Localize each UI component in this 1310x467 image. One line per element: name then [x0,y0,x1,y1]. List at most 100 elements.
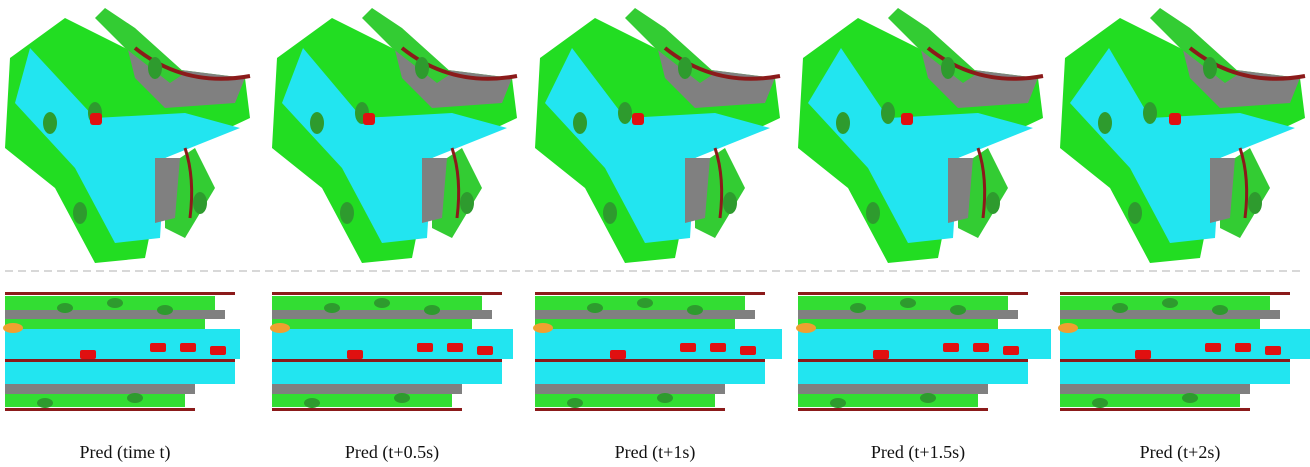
car [973,343,989,352]
vegetation [1203,57,1217,79]
gray-region [535,384,725,394]
vegetation [148,57,162,79]
green-region [798,394,978,407]
panels [3,8,1310,411]
curb [1060,292,1290,295]
green-region [1060,319,1260,329]
vegetation [73,202,87,224]
car [210,346,226,355]
vegetation [1162,298,1178,308]
green-region [272,319,472,329]
panel [796,8,1051,411]
vegetation [107,298,123,308]
gray-region [1060,310,1280,319]
car [680,343,696,352]
pedestrian [270,323,290,333]
vegetation [603,202,617,224]
vegetation [1248,192,1262,214]
gray-region [535,310,755,319]
gray-region [798,310,1018,319]
curb [798,292,1028,295]
car [901,113,913,125]
lane-divider [272,359,502,362]
road [535,362,765,384]
vegetation [1092,398,1108,408]
green-region [798,319,998,329]
car [1169,113,1181,125]
vegetation [193,192,207,214]
car [80,350,96,359]
vegetation [900,298,916,308]
road [272,329,513,359]
green-region [272,394,452,407]
pedestrian [1058,323,1078,333]
vegetation [836,112,850,134]
vegetation [866,202,880,224]
vegetation [573,112,587,134]
road [798,362,1028,384]
vegetation [587,303,603,313]
panel [3,8,250,411]
vegetation [881,102,895,124]
vegetation [374,298,390,308]
car [1235,343,1251,352]
vegetation [57,303,73,313]
caption: Pred (time t) [80,442,171,463]
panel [1058,8,1310,411]
pedestrian [3,323,23,333]
vegetation [37,398,53,408]
vegetation [950,305,966,315]
car [1135,350,1151,359]
car [1003,346,1019,355]
vegetation [637,298,653,308]
curb [5,408,195,411]
vegetation [43,112,57,134]
vegetation [920,393,936,403]
vegetation [723,192,737,214]
vegetation [127,393,143,403]
vegetation [850,303,866,313]
lane-divider [535,359,765,362]
lane-divider [5,359,235,362]
captions: Pred (time t)Pred (t+0.5s)Pred (t+1s)Pre… [80,442,1221,463]
car [943,343,959,352]
green-region [5,394,185,407]
curb [535,292,765,295]
vegetation [157,305,173,315]
vegetation [941,57,955,79]
vegetation [324,303,340,313]
vegetation [830,398,846,408]
vegetation [567,398,583,408]
vegetation [460,192,474,214]
car [417,343,433,352]
car [347,350,363,359]
car [873,350,889,359]
car [477,346,493,355]
car [90,113,102,125]
green-region [535,394,715,407]
curb [272,408,462,411]
lane-divider [1060,359,1290,362]
caption: Pred (t+2s) [1140,442,1221,463]
vegetation [1212,305,1228,315]
car [1265,346,1281,355]
car [1205,343,1221,352]
car [740,346,756,355]
vegetation [1098,112,1112,134]
road [5,362,235,384]
gray-region [5,310,225,319]
caption: Pred (t+1.5s) [871,442,965,463]
gray-region [272,384,462,394]
car [632,113,644,125]
pedestrian [533,323,553,333]
green-region [5,319,205,329]
vegetation [1143,102,1157,124]
gray-region [5,384,195,394]
panel [533,8,782,411]
car [610,350,626,359]
panel [270,8,517,411]
gray-region [1060,384,1250,394]
caption: Pred (t+0.5s) [345,442,439,463]
figure: Pred (time t)Pred (t+0.5s)Pred (t+1s)Pre… [0,0,1310,467]
curb [272,292,502,295]
